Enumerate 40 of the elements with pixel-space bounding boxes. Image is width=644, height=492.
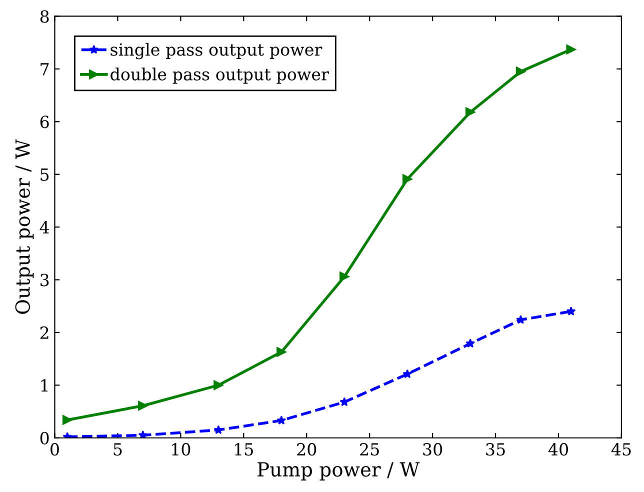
x-axis-title: Pump power / W bbox=[258, 462, 420, 480]
x-tick-label: 30 bbox=[423, 443, 442, 456]
point bbox=[465, 107, 476, 118]
y-tick-label: 1 bbox=[41, 379, 48, 392]
y-tick-label: 8 bbox=[40, 10, 49, 23]
point bbox=[214, 425, 224, 434]
point bbox=[516, 314, 526, 324]
point bbox=[466, 338, 475, 348]
point bbox=[138, 430, 148, 438]
x-tick-label: 15 bbox=[235, 443, 253, 456]
y-tick-label: 2 bbox=[40, 326, 48, 339]
x-tick-label: 25 bbox=[360, 443, 379, 456]
x-tick-label: 0 bbox=[50, 443, 59, 456]
y-tick-label: 5 bbox=[40, 168, 49, 181]
x-tick-label: 40 bbox=[548, 443, 568, 456]
point bbox=[276, 347, 286, 357]
point bbox=[340, 272, 350, 282]
point bbox=[62, 415, 72, 425]
legend-label: single pass output power bbox=[110, 42, 322, 60]
y-tick-label: 3 bbox=[40, 274, 49, 286]
point bbox=[214, 380, 224, 390]
y-tick-label: 4 bbox=[40, 221, 50, 234]
point bbox=[566, 44, 576, 54]
point bbox=[566, 306, 576, 316]
point bbox=[276, 416, 286, 425]
y-tick-label: 0 bbox=[40, 432, 49, 444]
x-tick-label: 20 bbox=[297, 443, 316, 456]
y-tick-label: 6 bbox=[40, 116, 49, 128]
y-axis-title: Output power / W bbox=[15, 139, 34, 314]
point bbox=[340, 397, 350, 406]
point bbox=[402, 369, 412, 378]
point bbox=[138, 400, 148, 411]
x-tick-label: 35 bbox=[486, 443, 505, 456]
point bbox=[516, 66, 526, 76]
y-tick-label: 7 bbox=[40, 63, 49, 76]
x-tick-label: 5 bbox=[114, 443, 122, 456]
x-tick-label: 45 bbox=[611, 443, 631, 456]
x-tick-label: 10 bbox=[172, 443, 190, 456]
legend-label: double pass output power bbox=[110, 68, 330, 84]
point bbox=[402, 174, 412, 184]
